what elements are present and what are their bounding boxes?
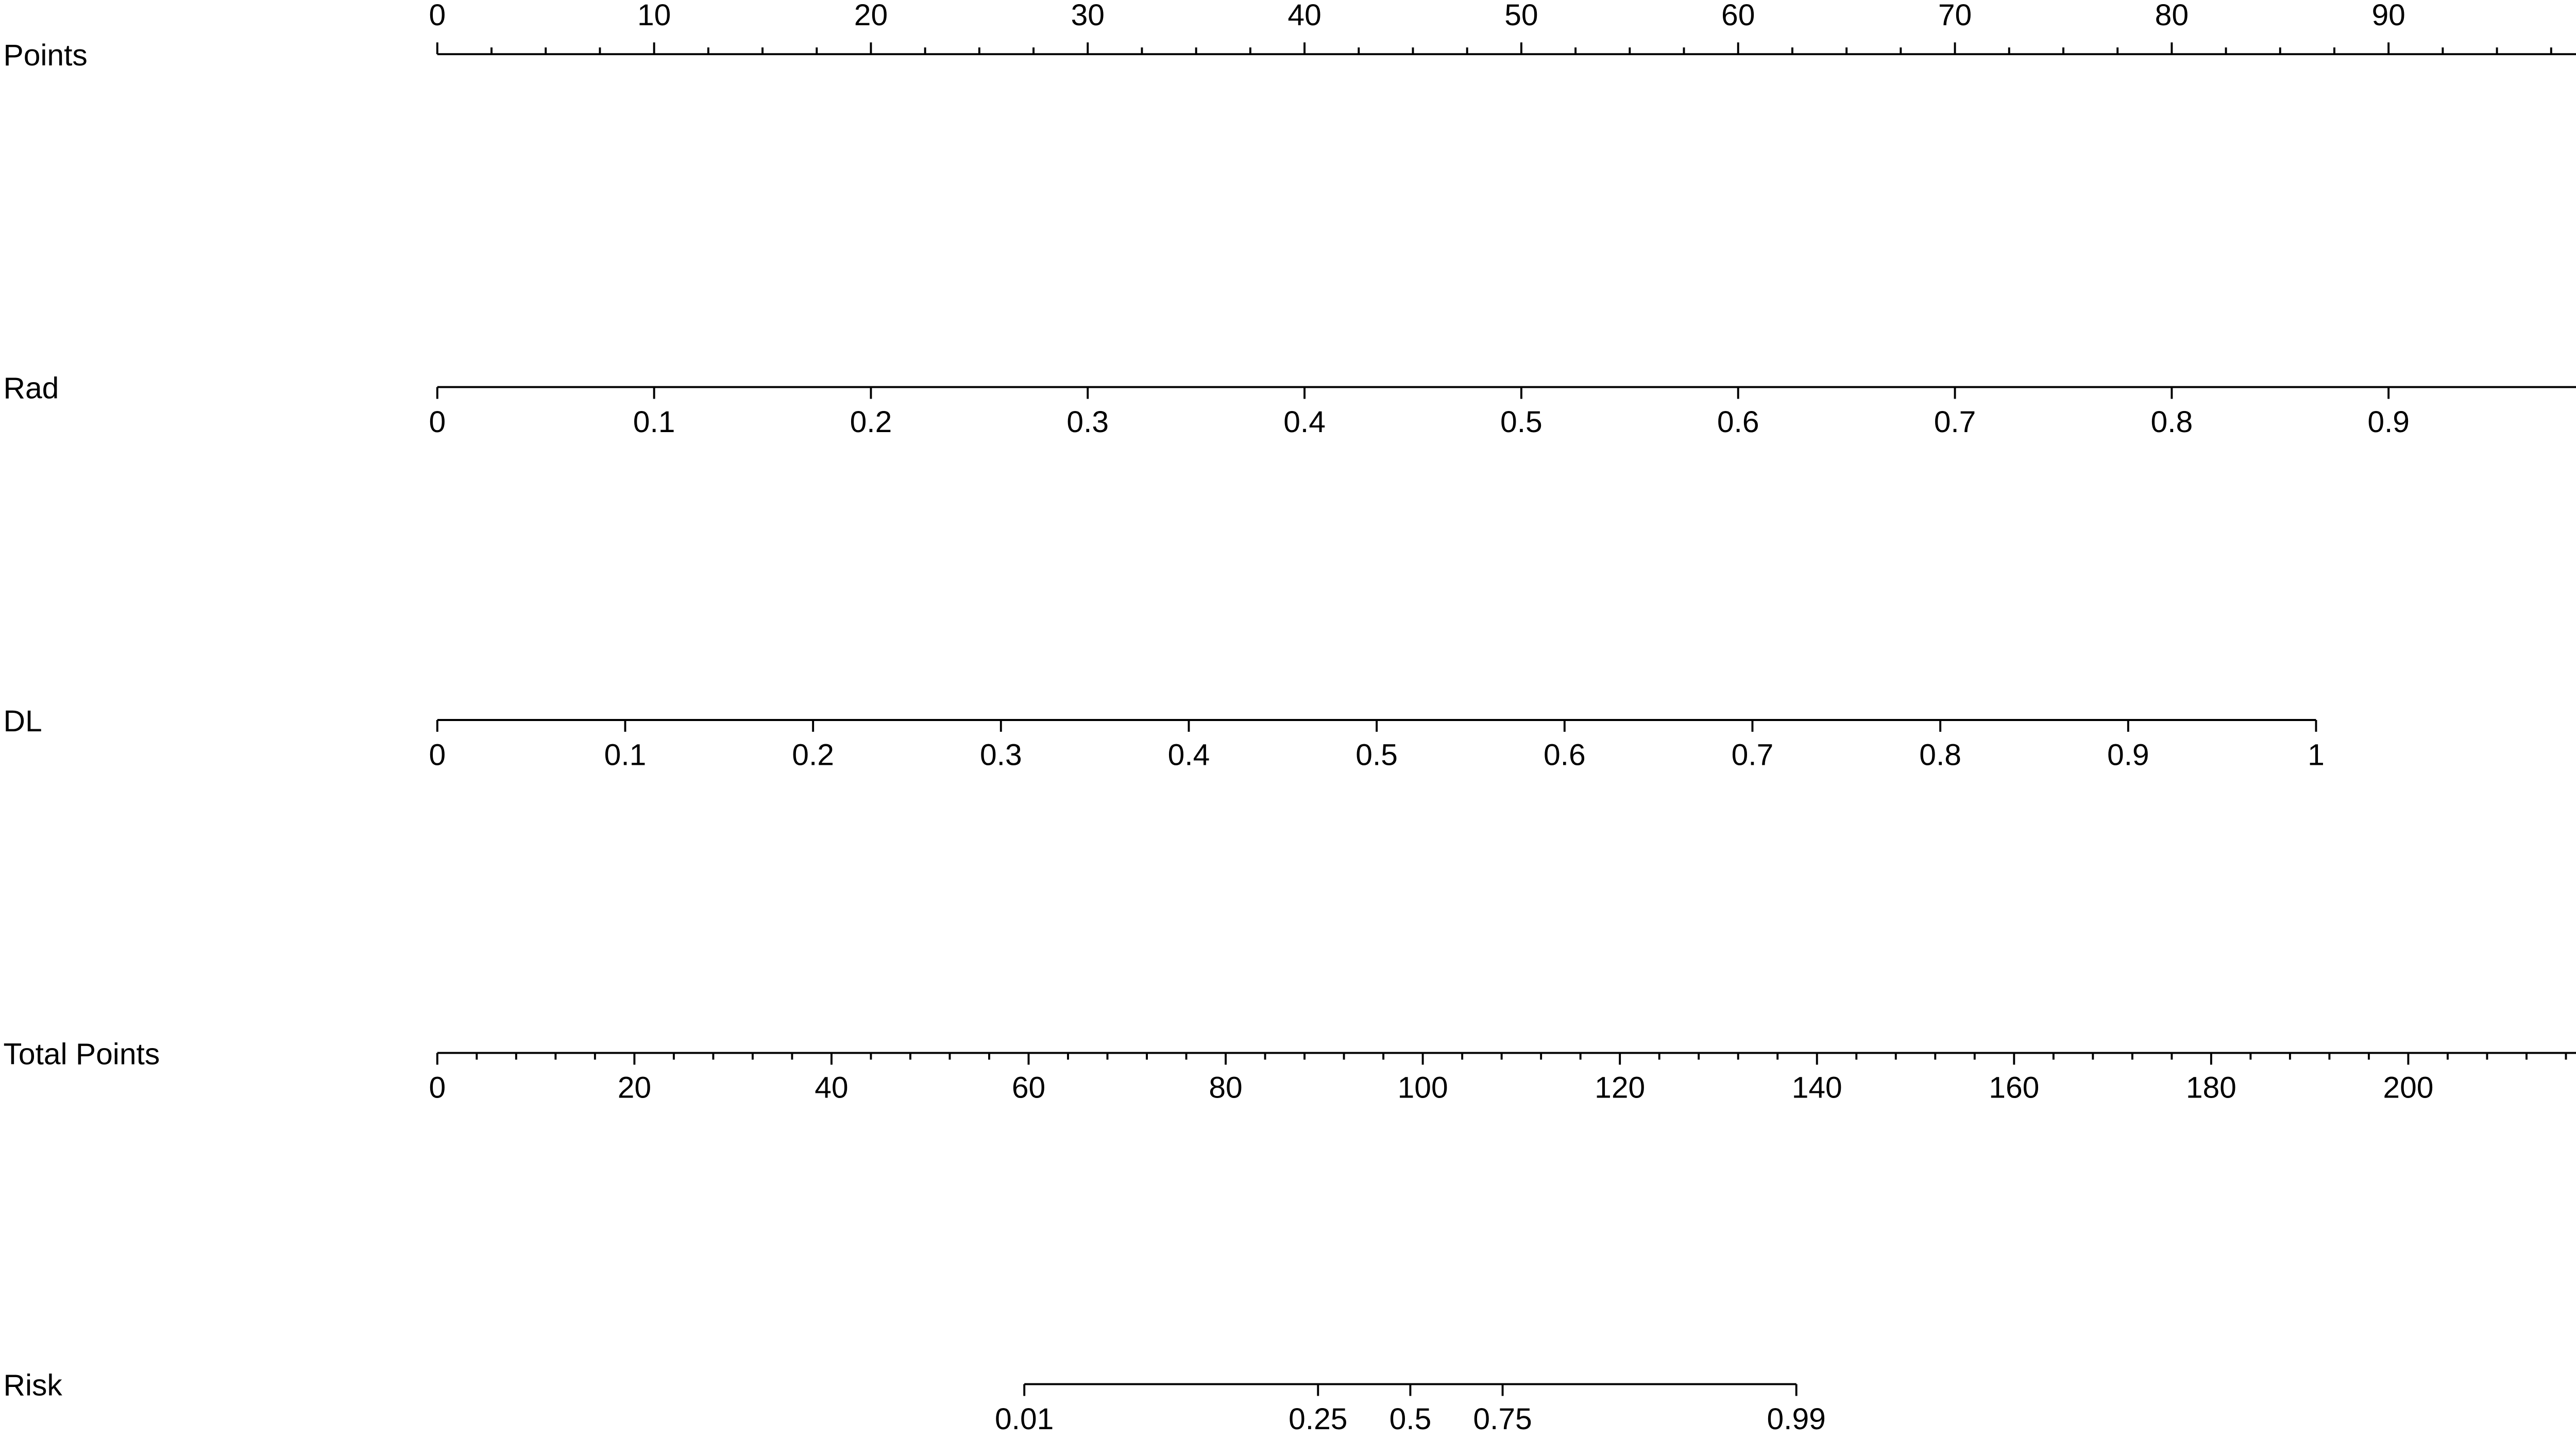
tick-label: 0 [429,1071,446,1105]
tick-label: 0.01 [995,1402,1054,1436]
tick-label: 0.4 [1168,738,1210,772]
tick-label: 70 [1938,0,1972,32]
axis-name: Total Points [4,1037,160,1071]
axis-name: Points [4,39,88,72]
tick-label: 0.9 [2107,738,2149,772]
tick-label: 1 [2308,738,2325,772]
tick-label: 0 [429,738,446,772]
tick-label: 90 [2371,0,2405,32]
tick-label: 50 [1504,0,1538,32]
tick-label: 160 [1989,1071,2039,1105]
tick-label: 180 [2186,1071,2236,1105]
tick-label: 0.75 [1473,1402,1532,1436]
tick-label: 0.8 [1919,738,1961,772]
tick-label: 140 [1792,1071,1842,1105]
tick-label: 80 [1209,1071,1242,1105]
tick-label: 0.5 [1355,738,1398,772]
tick-label: 40 [815,1071,848,1105]
tick-label: 0.2 [850,405,892,439]
tick-label: 0.2 [792,738,834,772]
axis-name: DL [4,705,42,738]
tick-label: 0.1 [604,738,647,772]
tick-label: 0.7 [1732,738,1774,772]
tick-label: 0 [429,405,446,439]
tick-label: 0.5 [1500,405,1543,439]
tick-label: 120 [1595,1071,1645,1105]
tick-label: 0.6 [1544,738,1586,772]
tick-label: 0.4 [1283,405,1326,439]
tick-label: 0.3 [1066,405,1109,439]
tick-label: 60 [1012,1071,1045,1105]
tick-label: 0 [429,0,446,32]
tick-label: 20 [854,0,888,32]
tick-label: 0.6 [1717,405,1759,439]
tick-label: 0.5 [1389,1402,1432,1436]
tick-label: 40 [1287,0,1321,32]
tick-label: 0.25 [1289,1402,1347,1436]
tick-label: 0.7 [1934,405,1976,439]
tick-label: 200 [2383,1071,2433,1105]
tick-label: 0.1 [633,405,675,439]
tick-label: 0.99 [1767,1402,1825,1436]
tick-label: 30 [1071,0,1105,32]
axis-name: Rad [4,372,59,405]
tick-label: 0.3 [980,738,1022,772]
tick-label: 60 [1721,0,1755,32]
tick-label: 20 [618,1071,651,1105]
tick-label: 10 [637,0,671,32]
tick-label: 0.8 [2151,405,2193,439]
tick-label: 0.9 [2367,405,2410,439]
axis-name: Risk [4,1369,63,1402]
tick-label: 100 [1398,1071,1448,1105]
tick-label: 80 [2155,0,2189,32]
